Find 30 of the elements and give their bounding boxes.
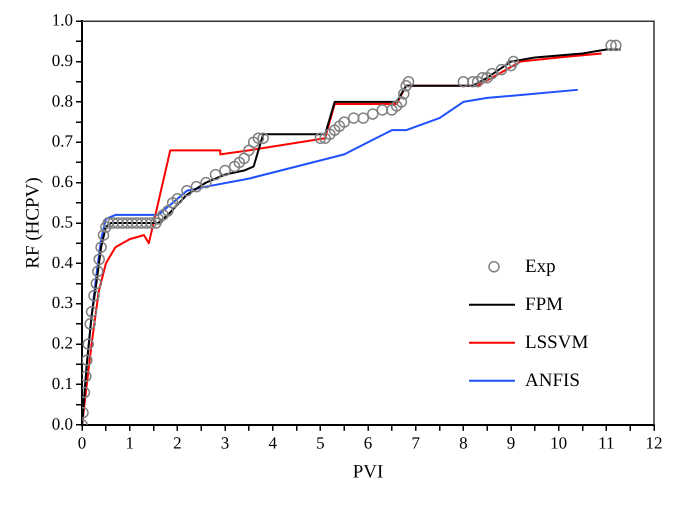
x-tick-label: 9 — [506, 433, 516, 452]
x-axis-title: PVI — [352, 462, 384, 483]
x-tick-label: 0 — [78, 433, 86, 452]
y-tick-label: 0.6 — [52, 172, 74, 192]
y-tick-label: 0.2 — [52, 334, 74, 353]
x-tick-label: 2 — [173, 433, 182, 452]
x-tick-label: 12 — [646, 433, 662, 452]
x-tick-label: 10 — [550, 433, 568, 452]
y-tick-label: 0.9 — [52, 51, 74, 70]
y-axis-title: RF (HCPV) — [22, 177, 44, 269]
legend-label: FPM — [525, 294, 564, 315]
y-tick-label: 1.0 — [52, 10, 74, 30]
y-tick-label: 0.7 — [52, 132, 74, 151]
legend-label: LSSVM — [525, 332, 588, 353]
x-tick-label: 11 — [598, 433, 615, 452]
y-tick-label: 0.5 — [52, 212, 74, 232]
y-tick-label: 0.3 — [52, 293, 74, 312]
x-tick-label: 6 — [364, 433, 372, 452]
legend-label: Exp — [525, 256, 556, 277]
legend-label: ANFIS — [525, 370, 580, 391]
x-tick-label: 3 — [220, 433, 230, 452]
y-tick-label: 0.0 — [52, 414, 74, 434]
x-tick-label: 5 — [316, 433, 325, 452]
x-tick-label: 8 — [459, 433, 468, 452]
x-tick-label: 4 — [268, 433, 278, 452]
x-tick-label: 7 — [411, 433, 420, 452]
y-tick-label: 0.1 — [52, 374, 74, 393]
y-tick-label: 0.8 — [52, 91, 74, 110]
x-tick-label: 1 — [125, 433, 134, 452]
y-tick-label: 0.4 — [52, 252, 74, 272]
